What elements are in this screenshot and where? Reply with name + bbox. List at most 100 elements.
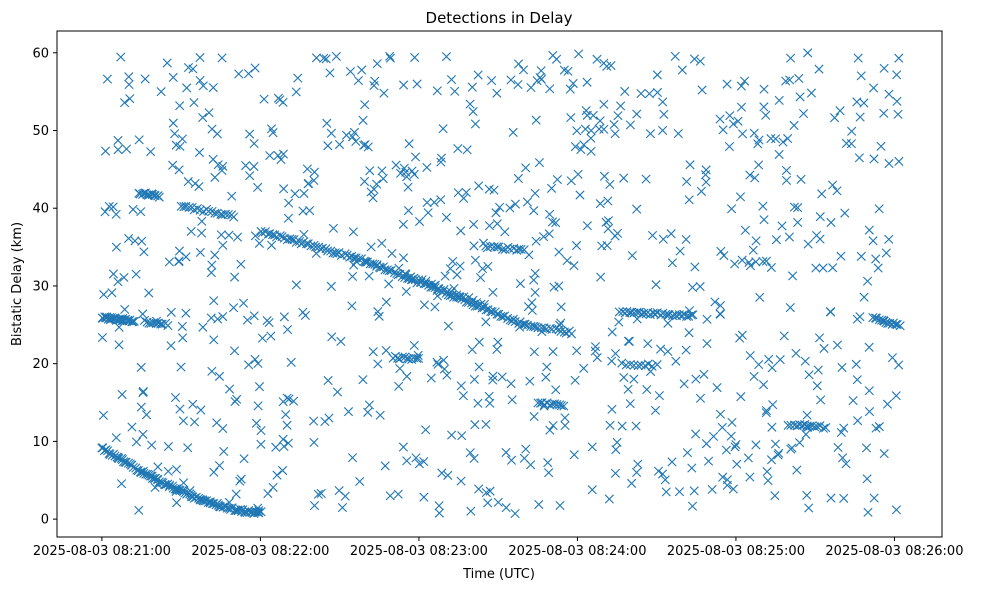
detection-point <box>718 472 728 482</box>
detection-point <box>149 473 159 484</box>
detection-point <box>582 110 592 120</box>
detection-point <box>138 429 148 439</box>
detection-point <box>402 371 412 381</box>
detection-point <box>419 456 429 467</box>
detection-point <box>137 236 147 246</box>
detection-point <box>592 353 602 363</box>
y-tick-label: 30 <box>32 279 49 294</box>
detection-point <box>453 188 463 198</box>
detection-point <box>514 322 525 332</box>
detection-point <box>599 171 610 181</box>
detection-point <box>368 193 378 203</box>
detection-point <box>302 164 312 174</box>
detection-point <box>140 74 150 84</box>
x-tick-label: 2025-08-03 08:23:00 <box>350 544 488 559</box>
detection-point <box>208 83 218 93</box>
detection-point <box>653 466 664 476</box>
detection-point <box>229 212 239 222</box>
detection-point <box>762 467 772 477</box>
detection-point <box>610 468 621 478</box>
detection-point <box>323 375 333 386</box>
detection-point <box>360 100 370 110</box>
detection-point <box>642 385 652 395</box>
detection-point <box>530 287 540 298</box>
detection-point <box>178 333 188 343</box>
detection-point <box>830 113 840 123</box>
detection-point <box>395 363 405 374</box>
detection-point <box>666 229 676 239</box>
detection-point <box>253 401 263 411</box>
detection-point <box>513 79 523 90</box>
detection-point <box>614 307 624 317</box>
detection-point <box>457 431 467 441</box>
detection-point <box>552 174 562 185</box>
detection-point <box>524 250 534 260</box>
detection-point <box>409 169 419 179</box>
detection-point <box>430 302 440 312</box>
detection-point <box>327 332 337 342</box>
detection-point <box>372 179 382 189</box>
detection-point <box>879 449 889 459</box>
detection-point <box>828 263 838 273</box>
detection-point <box>560 420 570 431</box>
detection-point <box>224 384 235 394</box>
detection-point <box>131 437 142 447</box>
detection-point <box>625 120 636 130</box>
detection-point <box>139 315 150 326</box>
detection-point <box>441 52 452 62</box>
detection-point <box>209 296 219 306</box>
detection-point <box>414 216 425 227</box>
detection-point <box>170 392 181 403</box>
detection-point <box>253 503 263 513</box>
detection-point <box>439 364 450 374</box>
detection-point <box>449 283 459 294</box>
detection-point <box>871 254 881 264</box>
detection-point <box>234 69 244 79</box>
detection-point <box>681 234 691 245</box>
detection-point <box>207 366 217 376</box>
detection-point <box>877 315 887 325</box>
detection-point <box>521 163 531 173</box>
detection-point <box>555 500 565 511</box>
detection-point <box>632 314 642 324</box>
detection-point <box>690 262 700 272</box>
detection-point <box>362 257 373 267</box>
detection-point <box>378 262 389 272</box>
detection-point <box>176 362 186 372</box>
detection-point <box>443 321 454 331</box>
detection-point <box>864 406 875 417</box>
detection-point <box>440 271 450 281</box>
detection-point <box>859 292 869 302</box>
detection-point <box>411 453 421 463</box>
detection-point <box>108 269 119 279</box>
detection-point <box>293 73 303 83</box>
detection-point <box>478 238 489 248</box>
detection-point <box>781 165 792 176</box>
detection-point <box>470 420 480 430</box>
detection-point <box>251 418 262 428</box>
detection-point <box>413 275 424 285</box>
detection-point <box>614 317 624 327</box>
detection-point <box>724 141 735 152</box>
detection-point <box>151 318 162 329</box>
detection-point <box>124 79 134 90</box>
detection-point <box>284 394 294 404</box>
detection-point <box>119 98 130 108</box>
detection-point <box>484 221 495 231</box>
detection-point <box>399 80 409 90</box>
detection-point <box>413 353 424 363</box>
detection-point <box>621 360 631 370</box>
detection-point <box>612 437 622 447</box>
detection-point <box>419 300 429 310</box>
detection-point <box>607 356 617 366</box>
detection-point <box>147 440 157 450</box>
detection-point <box>456 476 466 486</box>
detection-point <box>175 101 185 111</box>
detection-point <box>168 72 178 82</box>
detection-point <box>633 459 643 469</box>
detection-point <box>398 253 409 263</box>
detection-point <box>134 505 144 515</box>
detection-point <box>273 150 283 161</box>
detection-point <box>278 434 288 444</box>
detection-point <box>279 184 289 194</box>
